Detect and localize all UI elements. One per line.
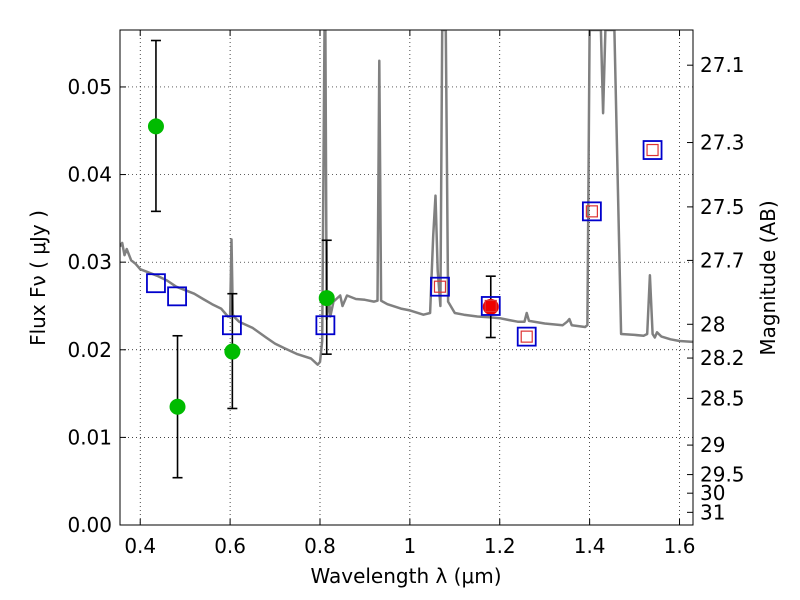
plot-frame (119, 29, 694, 526)
mag-tick-label: 29 (700, 433, 725, 457)
data-point (147, 118, 164, 135)
y-tick-label: 0.04 (67, 163, 112, 187)
y-axis-right-label: Magnitude (AB) (756, 200, 780, 355)
mag-tick-label: 27.5 (700, 195, 745, 219)
model-sed-layer (120, 30, 693, 366)
mag-tick-label: 28.2 (700, 346, 745, 370)
grid (120, 30, 693, 526)
mag-tick-label: 27.1 (700, 53, 745, 77)
ticks (120, 30, 693, 526)
errorbar-layer (150, 39, 496, 479)
mag-tick-label: 29.5 (700, 463, 745, 487)
y-tick-label: 0.03 (67, 250, 112, 274)
square-layer (146, 140, 663, 347)
x-tick-label: 1.2 (484, 534, 516, 558)
point-layer (147, 118, 499, 415)
tick-labels: 0.4 0.6 0.8 1 1.2 1.4 1.6 0.00 0.01 0.02 0.03 0.04 0… (67, 53, 744, 558)
model-square-inner (433, 280, 447, 293)
mag-tick-label: 28.5 (700, 386, 745, 410)
model-square (222, 315, 242, 336)
y-axis-label: Flux Fν ( μJy ) (26, 210, 50, 346)
data-point (318, 290, 335, 307)
x-tick-label: 1 (404, 534, 417, 558)
model-square (516, 326, 537, 347)
y-tick-label: 0.01 (67, 425, 112, 449)
model-square (315, 315, 336, 336)
model-square-inner (520, 330, 533, 343)
model-square (146, 273, 166, 294)
y-tick-label: 0.00 (67, 513, 112, 537)
x-tick-label: 1.4 (574, 534, 606, 558)
model-sed-line (120, 30, 693, 366)
y-tick-label: 0.05 (67, 75, 112, 99)
model-square-inner (646, 143, 659, 157)
mag-tick-label: 30 (700, 481, 725, 505)
x-tick-label: 0.6 (214, 534, 246, 558)
mag-tick-label: 28 (700, 312, 725, 336)
y-tick-label: 0.02 (67, 338, 112, 362)
data-point (224, 343, 241, 360)
mag-tick-label: 31 (700, 500, 725, 524)
model-square (581, 201, 602, 222)
plot-area (120, 30, 693, 479)
x-tick-label: 1.6 (664, 534, 696, 558)
model-square (480, 296, 501, 316)
model-square-inner (585, 205, 598, 218)
mag-tick-label: 27.7 (700, 248, 745, 272)
mag-tick-label: 27.3 (700, 131, 745, 155)
x-tick-label: 0.8 (304, 534, 336, 558)
model-square (642, 140, 663, 160)
data-point (169, 398, 186, 415)
x-tick-label: 0.4 (124, 534, 156, 558)
model-square (167, 286, 187, 307)
x-axis-label: Wavelength λ (μm) (310, 564, 501, 588)
model-square-inner (484, 299, 497, 313)
model-square (430, 276, 450, 297)
